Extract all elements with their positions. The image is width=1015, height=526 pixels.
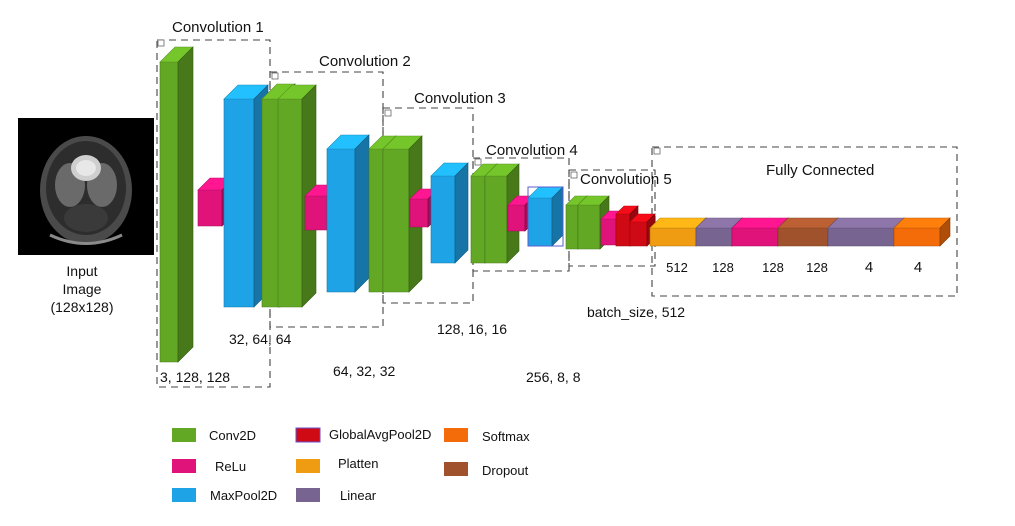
layer-blocks [159,46,951,363]
maxpool2d-layer-block-side [454,162,469,264]
collapse-icon[interactable] [271,72,279,80]
relu-layer-block [304,195,328,231]
legend-label-linear: Linear [340,488,377,503]
linear-layer-block [827,227,895,247]
dims-conv4: 128, 16, 16 [437,321,507,337]
flatten-layer-block [649,227,697,247]
maxpool2d-layer-block [223,98,255,308]
conv2d-layer-block-side [177,46,194,363]
relu-layer-block [197,189,223,227]
legend-swatch-relu [172,459,196,473]
dims-conv1: 3, 128, 128 [160,369,230,385]
conv2d-layer-block [484,175,508,264]
input-image [18,118,154,255]
legend-label-globalavgpool2d: GlobalAvgPool2D [329,427,431,442]
relu-layer-block [409,198,429,228]
dropout-layer-block [777,227,829,247]
conv2d-layer-block [565,204,579,250]
group-title-conv1: Convolution 1 [172,19,264,36]
conv2d-layer-block [577,204,601,250]
legend-swatch-dropout [444,462,468,476]
dims-conv2: 32, 64, 64 [229,331,291,347]
softmax-layer-block-side [939,217,951,247]
maxpool2d-layer-block-side [354,134,370,293]
legend-swatch-flatten [296,459,320,473]
fc-label: 4 [914,259,922,276]
input-label-line1: Input [66,263,97,279]
group-box-conv1 [156,39,271,388]
group-title-fc: Fully Connected [766,162,874,179]
conv2d-layer-block [368,148,384,293]
input-label-line3: (128x128) [50,299,113,315]
legend-swatch-linear [296,488,320,502]
legend-swatch-globalavgpool2d [295,427,321,443]
maxpool2d-layer-block [326,148,356,293]
legend-label-maxpool2d: MaxPool2D [210,488,277,503]
group-title-conv5: Convolution 5 [580,171,672,188]
conv2d-layer-block [277,98,303,308]
collapse-icon[interactable] [157,39,165,47]
globalavgpool2d-layer-block [615,213,631,247]
legend-label-relu: ReLu [215,459,246,474]
fc-label: 128 [712,260,734,275]
dims-conv5: 256, 8, 8 [526,369,581,385]
collapse-icon[interactable] [384,109,392,117]
linear-layer-block [695,227,733,247]
dropout-layer-block-top [777,217,839,229]
conv2d-layer-block [382,148,410,293]
group-title-conv2: Convolution 2 [319,53,411,70]
legend-label-flatten: Platten [338,456,378,471]
relu-layer-block [600,218,617,246]
dims-conv3: 64, 32, 32 [333,363,395,379]
collapse-icon[interactable] [653,147,661,155]
collapse-icon[interactable] [474,158,482,166]
maxpool2d-layer-block-outline [527,186,564,247]
relu-layer-block [507,204,526,232]
fc-label: 4 [865,259,873,276]
linear-layer-block-top [827,217,905,229]
conv2d-layer-block [261,98,281,308]
legend-label-dropout: Dropout [482,463,529,478]
legend: Conv2D ReLu MaxPool2D GlobalAvgPool2D Pl… [172,427,530,503]
globalavgpool2d-layer-block [629,221,648,247]
conv2d-layer-block [159,61,179,363]
group-title-conv3: Convolution 3 [414,90,506,107]
fc-label: 512 [666,260,688,275]
legend-swatch-maxpool2d [172,488,196,502]
collapse-icon[interactable] [570,171,578,179]
group-title-conv4: Convolution 4 [486,142,578,159]
relu-layer-block [731,227,779,247]
legend-label-softmax: Softmax [482,429,530,444]
fc-label: 128 [762,260,784,275]
fc-label: 128 [806,260,828,275]
legend-swatch-conv2d [172,428,196,442]
legend-swatch-softmax [444,428,468,442]
maxpool2d-layer-block [527,197,553,247]
input-label-line2: Image [63,281,102,297]
dims-fc: batch_size, 512 [587,304,685,320]
legend-label-conv2d: Conv2D [209,428,256,443]
maxpool2d-layer-block [430,175,456,264]
conv2d-layer-block [470,175,486,264]
softmax-layer-block [893,227,941,247]
